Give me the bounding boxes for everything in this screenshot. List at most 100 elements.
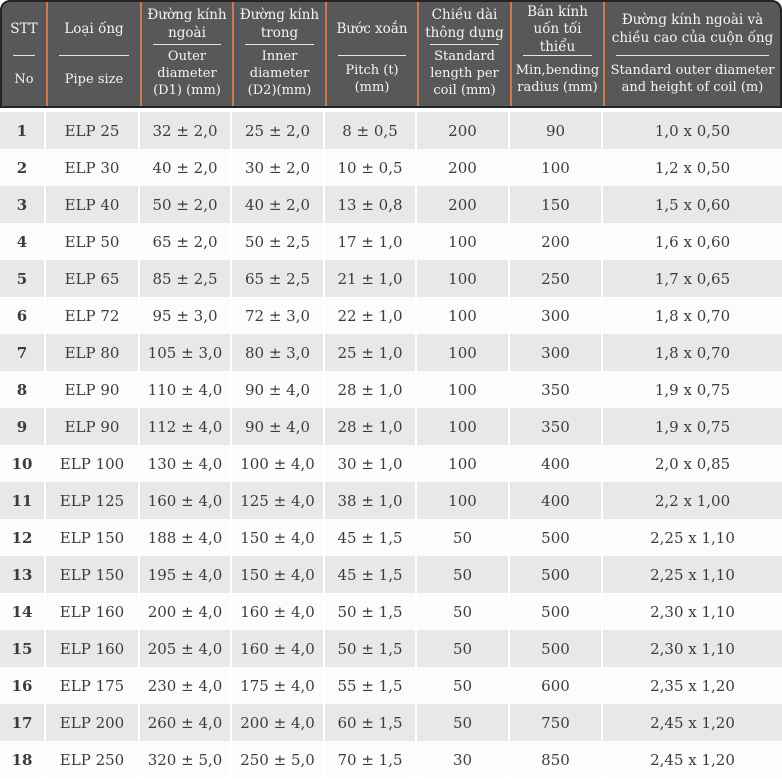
cell-min-bending: 600 [510, 667, 603, 704]
column-header-inner-diameter: Đường kính trong Inner diameter (D2)(mm) [232, 2, 325, 106]
column-header-stt: STT No [2, 2, 46, 106]
cell-pitch: 25 ± 1,0 [325, 334, 417, 371]
header-en-label: No [14, 71, 34, 87]
cell-stt: 2 [0, 149, 46, 186]
header-vn-label: Bước xoắn [336, 21, 408, 38]
header-vn-label: Đường kính ngoài [147, 7, 227, 41]
cell-pitch: 70 ± 1,5 [325, 741, 417, 778]
cell-pipe-size: ELP 250 [46, 741, 140, 778]
cell-min-bending: 350 [510, 371, 603, 408]
table-row: 10 ELP 100 130 ± 4,0 100 ± 4,0 30 ± 1,0 100 40… [0, 445, 782, 482]
column-header-coil-size: Đường kính ngoài và chiều cao của cuộn ố… [603, 2, 780, 106]
table-row: 3 ELP 40 50 ± 2,0 40 ± 2,0 13 ± 0,8 200 150 1,5… [0, 186, 782, 223]
cell-pitch: 10 ± 0,5 [325, 149, 417, 186]
cell-inner-diameter: 160 ± 4,0 [232, 593, 325, 630]
header-en-label: Pitch (t)(mm) [345, 63, 399, 95]
cell-std-length: 100 [417, 223, 510, 260]
cell-min-bending: 100 [510, 149, 603, 186]
cell-std-length: 50 [417, 630, 510, 667]
cell-coil-size: 1,5 x 0,60 [603, 186, 782, 223]
cell-std-length: 50 [417, 704, 510, 741]
spec-table-body: 1 ELP 25 32 ± 2,0 25 ± 2,0 8 ± 0,5 200 90 1,0 x… [0, 112, 782, 778]
header-divider [245, 44, 314, 46]
cell-std-length: 100 [417, 482, 510, 519]
header-vn-label: STT [10, 21, 38, 38]
cell-outer-diameter: 260 ± 4,0 [140, 704, 232, 741]
cell-outer-diameter: 95 ± 3,0 [140, 297, 232, 334]
cell-pitch: 8 ± 0,5 [325, 112, 417, 149]
cell-outer-diameter: 130 ± 4,0 [140, 445, 232, 482]
cell-pipe-size: ELP 150 [46, 556, 140, 593]
cell-std-length: 50 [417, 519, 510, 556]
cell-stt: 8 [0, 371, 46, 408]
cell-outer-diameter: 32 ± 2,0 [140, 112, 232, 149]
cell-pipe-size: ELP 90 [46, 371, 140, 408]
header-vn-label: Loại ống [64, 21, 124, 38]
cell-inner-diameter: 200 ± 4,0 [232, 704, 325, 741]
cell-inner-diameter: 40 ± 2,0 [232, 186, 325, 223]
column-header-pipe-size: Loại ống Pipe size [46, 2, 140, 106]
cell-pitch: 13 ± 0,8 [325, 186, 417, 223]
header-vn-label: Bán kính uốn tối thiểu [527, 3, 588, 55]
cell-std-length: 50 [417, 667, 510, 704]
cell-outer-diameter: 160 ± 4,0 [140, 482, 232, 519]
cell-outer-diameter: 85 ± 2,5 [140, 260, 232, 297]
cell-pipe-size: ELP 40 [46, 186, 140, 223]
cell-coil-size: 1,9 x 0,75 [603, 371, 782, 408]
cell-min-bending: 500 [510, 556, 603, 593]
cell-inner-diameter: 25 ± 2,0 [232, 112, 325, 149]
cell-min-bending: 500 [510, 593, 603, 630]
header-divider [59, 55, 129, 56]
cell-std-length: 100 [417, 371, 510, 408]
column-header-pitch: Bước xoắn Pitch (t)(mm) [325, 2, 417, 106]
cell-outer-diameter: 200 ± 4,0 [140, 593, 232, 630]
header-en-label: Standard length per coil (mm) [430, 49, 499, 99]
header-divider [616, 55, 769, 56]
table-row: 6 ELP 72 95 ± 3,0 72 ± 3,0 22 ± 1,0 100 300 1,8… [0, 297, 782, 334]
cell-pitch: 45 ± 1,5 [325, 519, 417, 556]
cell-pipe-size: ELP 175 [46, 667, 140, 704]
cell-stt: 6 [0, 297, 46, 334]
header-divider [430, 44, 499, 46]
cell-inner-diameter: 160 ± 4,0 [232, 630, 325, 667]
cell-pitch: 30 ± 1,0 [325, 445, 417, 482]
cell-coil-size: 1,8 x 0,70 [603, 297, 782, 334]
table-row: 11 ELP 125 160 ± 4,0 125 ± 4,0 38 ± 1,0 100 40… [0, 482, 782, 519]
header-divider [523, 55, 592, 56]
cell-pitch: 45 ± 1,5 [325, 556, 417, 593]
header-en-label: Min,bending radius (mm) [515, 63, 600, 95]
cell-stt: 7 [0, 334, 46, 371]
cell-coil-size: 1,9 x 0,75 [603, 408, 782, 445]
cell-coil-size: 1,2 x 0,50 [603, 149, 782, 186]
cell-min-bending: 350 [510, 408, 603, 445]
cell-coil-size: 2,45 x 1,20 [603, 704, 782, 741]
cell-min-bending: 400 [510, 445, 603, 482]
cell-pipe-size: ELP 100 [46, 445, 140, 482]
cell-pipe-size: ELP 65 [46, 260, 140, 297]
cell-outer-diameter: 230 ± 4,0 [140, 667, 232, 704]
cell-stt: 12 [0, 519, 46, 556]
spec-table-header: STT No Loại ống Pipe size Đường kính ngo… [0, 0, 782, 108]
header-divider [153, 44, 221, 46]
cell-pipe-size: ELP 125 [46, 482, 140, 519]
cell-std-length: 100 [417, 297, 510, 334]
cell-stt: 13 [0, 556, 46, 593]
cell-min-bending: 850 [510, 741, 603, 778]
cell-min-bending: 300 [510, 334, 603, 371]
cell-stt: 18 [0, 741, 46, 778]
cell-pitch: 28 ± 1,0 [325, 371, 417, 408]
cell-stt: 17 [0, 704, 46, 741]
cell-min-bending: 500 [510, 630, 603, 667]
table-row: 9 ELP 90 112 ± 4,0 90 ± 4,0 28 ± 1,0 100 350 1,… [0, 408, 782, 445]
cell-min-bending: 400 [510, 482, 603, 519]
cell-coil-size: 2,45 x 1,20 [603, 741, 782, 778]
cell-min-bending: 90 [510, 112, 603, 149]
cell-pipe-size: ELP 25 [46, 112, 140, 149]
cell-std-length: 200 [417, 149, 510, 186]
cell-std-length: 50 [417, 556, 510, 593]
header-en-label: Inner diameter (D2)(mm) [247, 49, 312, 99]
cell-pitch: 28 ± 1,0 [325, 408, 417, 445]
cell-pipe-size: ELP 160 [46, 630, 140, 667]
table-row: 12 ELP 150 188 ± 4,0 150 ± 4,0 45 ± 1,5 50 500… [0, 519, 782, 556]
cell-outer-diameter: 195 ± 4,0 [140, 556, 232, 593]
